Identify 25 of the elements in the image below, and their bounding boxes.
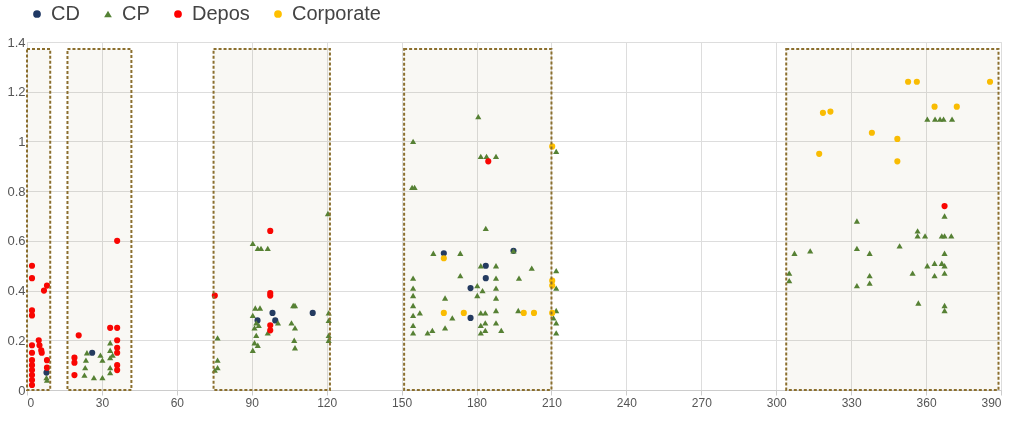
x-tick-label: 390 [981,395,1002,410]
x-tick-label: 30 [95,395,110,410]
x-tick-label: 180 [467,395,488,410]
legend-label: Depos [192,2,250,24]
legend-label: CP [122,2,150,24]
x-tick-label: 360 [916,395,937,410]
x-tick-label: 270 [691,395,713,410]
x-tick-label: 300 [766,395,788,410]
x-tick-label: 150 [392,395,413,410]
y-tick-label: 0 [18,382,26,398]
y-tick-label: 1 [18,133,26,149]
y-tick-label: 1.4 [7,34,26,50]
legend-label: Corporate [292,2,381,24]
legend-label: CD [51,2,80,24]
x-tick-label: 330 [841,395,862,410]
x-tick-label: 240 [616,395,638,410]
x-tick-label: 120 [317,395,338,410]
y-tick-label: 1.2 [7,84,26,100]
y-tick-label: 0.2 [7,332,26,348]
x-tick-label: 60 [170,395,185,410]
y-tick-label: 0.4 [7,283,26,299]
x-tick-label: 90 [245,395,260,410]
y-tick-label: 0.6 [7,233,26,249]
x-tick-label: 210 [541,395,563,410]
y-tick-label: 0.8 [7,183,26,199]
